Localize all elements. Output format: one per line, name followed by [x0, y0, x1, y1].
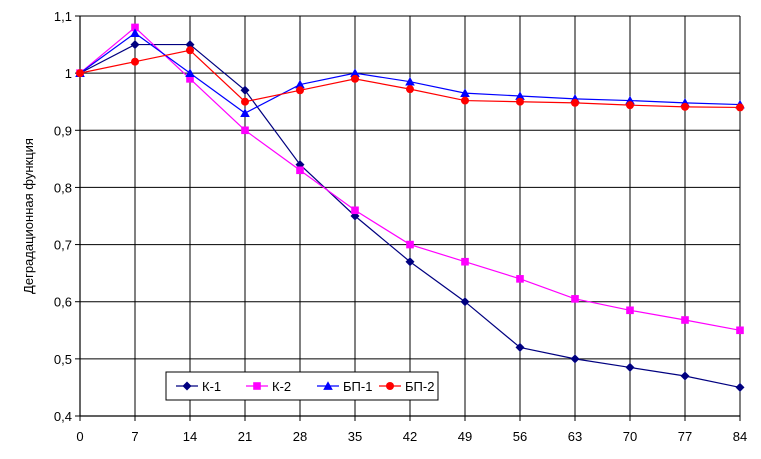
x-tick-label: 70	[623, 429, 637, 444]
legend-label: К-1	[202, 379, 221, 394]
y-axis-title: Деградационная функция	[21, 138, 36, 294]
data-point	[130, 40, 140, 50]
x-tick-label: 63	[568, 429, 582, 444]
x-tick-label: 28	[293, 429, 307, 444]
data-point	[516, 275, 524, 283]
x-tick-label: 14	[183, 429, 197, 444]
legend-label: БП-2	[405, 379, 434, 394]
y-tick-label: 0,5	[54, 352, 72, 367]
data-point	[461, 96, 469, 105]
data-point	[406, 240, 414, 249]
x-tick-labels: 0 7 14 21 28 35 42 49 56 63 70 77 84	[76, 429, 747, 444]
data-point	[350, 68, 360, 77]
data-point	[241, 97, 249, 106]
y-tick-label: 1	[65, 66, 72, 81]
data-point	[571, 98, 579, 107]
y-tick-label: 0,8	[54, 180, 72, 195]
series-2	[76, 23, 744, 335]
legend-label: БП-1	[343, 379, 372, 394]
legend-swatch-marker	[386, 382, 394, 390]
data-point	[405, 257, 415, 267]
data-point	[681, 102, 689, 111]
data-point	[296, 86, 304, 95]
legend: К-1 К-2 БП-1 БП-2	[165, 371, 439, 401]
data-point	[735, 382, 745, 392]
legend-entry: БП-2	[379, 379, 434, 394]
data-point	[461, 257, 469, 266]
data-point	[186, 75, 194, 83]
x-tick-label: 56	[513, 429, 527, 444]
data-point	[405, 76, 415, 86]
legend-swatch-marker	[323, 381, 333, 390]
y-tick-labels: 0,4 0,5 0,6 0,7 0,8 0,9 1 1,1	[54, 9, 72, 424]
data-point	[625, 362, 635, 372]
data-point	[460, 297, 470, 307]
legend-entry: БП-1	[317, 379, 372, 394]
data-point	[240, 85, 250, 95]
y-tick-label: 0,7	[54, 238, 72, 253]
data-point	[406, 85, 414, 94]
data-point	[680, 371, 690, 381]
x-tick-label: 42	[403, 429, 417, 444]
x-tick-label: 7	[131, 429, 138, 444]
data-point	[351, 74, 359, 83]
data-point	[76, 69, 84, 78]
legend-swatch-marker	[182, 381, 192, 391]
x-tick-label: 77	[678, 429, 692, 444]
data-point	[130, 28, 140, 37]
data-point	[515, 91, 525, 100]
x-tick-label: 21	[238, 429, 252, 444]
y-tick-label: 1,1	[54, 9, 72, 24]
data-point	[681, 316, 689, 324]
data-point	[185, 68, 195, 77]
series-4	[76, 46, 744, 112]
data-point	[460, 88, 470, 97]
data-point	[626, 101, 634, 110]
data-point	[515, 342, 525, 352]
axes	[75, 15, 741, 421]
data-point	[296, 166, 304, 175]
data-point	[736, 103, 744, 112]
legend-entry: К-1	[176, 379, 221, 394]
data-point	[351, 206, 359, 215]
y-tick-label: 0,6	[54, 295, 72, 310]
x-tick-label: 84	[733, 429, 747, 444]
y-tick-label: 0,9	[54, 123, 72, 138]
series	[75, 23, 745, 392]
legend-swatch-marker	[253, 382, 261, 390]
x-tick-label: 49	[458, 429, 472, 444]
x-tick-label: 0	[76, 429, 83, 444]
data-point	[186, 46, 194, 55]
legend-label: К-2	[272, 379, 291, 394]
data-point	[571, 295, 579, 303]
data-point	[626, 306, 634, 315]
legend-entry: К-2	[246, 379, 291, 394]
data-point	[516, 97, 524, 106]
x-tick-label: 35	[348, 429, 362, 444]
data-point	[570, 354, 580, 364]
data-point	[131, 57, 139, 66]
data-point	[736, 326, 744, 335]
data-point	[185, 40, 195, 50]
data-point	[240, 108, 250, 117]
data-point	[241, 126, 249, 135]
y-tick-label: 0,4	[54, 409, 72, 424]
data-point	[295, 79, 305, 89]
data-point	[131, 23, 139, 32]
